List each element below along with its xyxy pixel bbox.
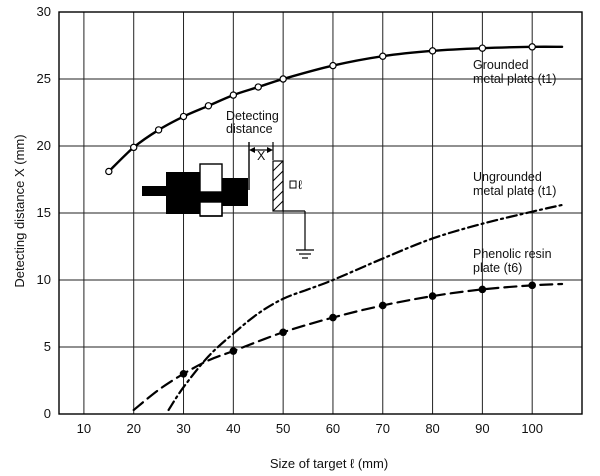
series-labels: Grounded metal plate (t1) Ungrounded met…: [473, 58, 556, 275]
diagram-x-label: X: [257, 149, 266, 163]
series-marker-1: [105, 167, 113, 176]
series-marker-1: [204, 102, 213, 110]
y-tick-label: 0: [44, 406, 51, 421]
distance-arrow-head-left: [249, 147, 255, 153]
series-marker-1: [130, 143, 138, 152]
series-marker-1: [528, 43, 536, 51]
y-tick-label: 25: [37, 71, 51, 86]
y-tick-label: 5: [44, 339, 51, 354]
series-marker-3: [329, 313, 337, 322]
x-tick-label: 40: [226, 421, 240, 436]
target-size-box-icon: [289, 180, 297, 189]
y-tick-label: 10: [37, 272, 51, 287]
x-tick-label: 100: [521, 421, 543, 436]
x-tick-label: 80: [425, 421, 439, 436]
diagram-title-line-1: Detecting: [226, 109, 279, 123]
x-tick-label: 90: [475, 421, 489, 436]
grounded-label-line-2: metal plate (t1): [473, 72, 556, 86]
series-marker-1: [279, 75, 287, 83]
series-layer: [107, 45, 564, 412]
marker-layer: [105, 43, 536, 378]
x-axis-label: Size of target ℓ (mm): [270, 456, 388, 471]
sensor-lower-white-block: [199, 201, 223, 217]
sensor-clamp-body: [166, 172, 201, 214]
y-tick-label: 30: [37, 4, 51, 19]
diagram-title-line-2: distance: [226, 122, 273, 136]
axis-layer: 10 20 30 40 50 60 70 80 90 100 0 5 10 15 20 25 30: [37, 4, 583, 436]
phenolic-label-line-1: Phenolic resin: [473, 247, 552, 261]
series-marker-1: [478, 44, 487, 52]
sensor-cable-body: [142, 186, 170, 196]
grounded-label-line-1: Grounded: [473, 58, 529, 72]
plot-frame: [58, 11, 583, 415]
series-marker-3: [229, 347, 238, 355]
series-marker-1: [154, 126, 163, 134]
series-marker-1: [329, 61, 337, 70]
x-tick-label: 30: [176, 421, 190, 436]
series-marker-3: [478, 285, 487, 294]
x-tick-label: 50: [276, 421, 290, 436]
series-marker-3: [279, 328, 287, 337]
x-tick-label: 70: [376, 421, 390, 436]
ungrounded-label-line-2: metal plate (t1): [473, 184, 556, 198]
series-marker-3: [179, 369, 188, 378]
y-tick-label: 20: [37, 138, 51, 153]
phenolic-label-line-2: plate (t6): [473, 261, 522, 275]
x-tick-label: 20: [126, 421, 140, 436]
series-marker-3: [528, 281, 536, 290]
series-marker-1: [179, 112, 188, 121]
series-marker-3: [428, 292, 437, 300]
sensor-upper-white-block: [199, 163, 223, 193]
ungrounded-label-line-1: Ungrounded: [473, 170, 542, 184]
target-plate-hatch-lines: [272, 160, 284, 212]
series-marker-3: [378, 301, 387, 310]
x-tick-label: 10: [77, 421, 91, 436]
diagram-l-label: ℓ: [298, 178, 302, 192]
sensor-diagram: Detecting distance X ℓ: [142, 109, 314, 259]
series-marker-1: [254, 83, 262, 91]
series-marker-1: [379, 52, 387, 60]
distance-arrow-head-right: [267, 147, 273, 153]
y-axis-label: Detecting distance X (mm): [12, 134, 27, 287]
y-tick-label: 15: [37, 205, 51, 220]
series-line-2: [167, 203, 564, 412]
series-marker-1: [428, 47, 437, 55]
sensor-lower-step: [200, 195, 223, 217]
x-tick-label: 60: [326, 421, 340, 436]
series-marker-1: [229, 91, 238, 99]
